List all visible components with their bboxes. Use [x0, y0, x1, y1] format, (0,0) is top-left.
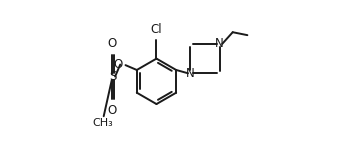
Text: O: O	[114, 58, 123, 71]
Text: S: S	[109, 70, 116, 83]
Text: N: N	[215, 37, 224, 50]
Text: CH₃: CH₃	[93, 118, 113, 128]
Text: O: O	[108, 37, 117, 50]
Text: N: N	[186, 67, 195, 80]
Text: Cl: Cl	[151, 23, 162, 36]
Text: O: O	[108, 104, 117, 117]
